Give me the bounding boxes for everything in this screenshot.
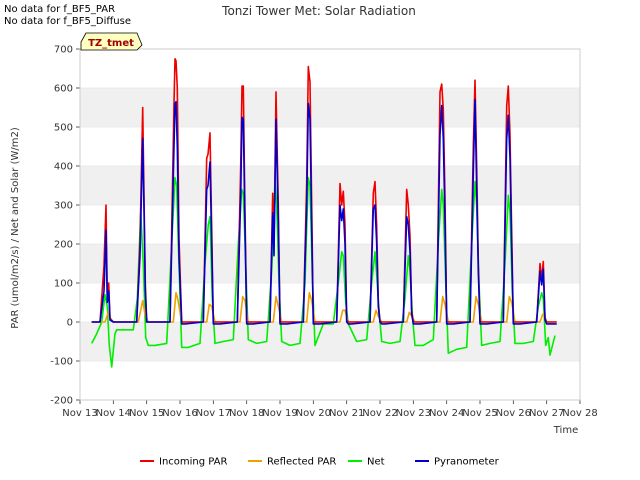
y-axis-ticks: -200 -100 0 100 200 300 400 500 600 700 [50,45,80,407]
series-layer [90,57,557,368]
tag-shape [80,32,143,51]
x-tick-label: Nov 28 [562,408,597,419]
y-tick-label: 400 [54,162,73,173]
y-tick-label: 700 [54,45,73,56]
legend-label-reflected-par: Reflected PAR [267,457,336,468]
x-tick-label: Nov 23 [396,408,431,419]
tag-label: TZ_tmet [88,38,134,49]
y-tick-label: 600 [54,84,73,95]
y-tick-label: 200 [54,240,73,251]
x-tick-label: Nov 20 [296,408,331,419]
x-tick-label: Nov 18 [229,408,264,419]
grid-bands [80,48,580,401]
plot-frame [79,48,581,401]
grid-band [80,361,580,400]
y-tick-label: 300 [54,201,73,212]
y-tick-label: -100 [50,357,73,368]
grid-band [80,127,580,166]
grid-band [80,88,580,127]
x-tick-label: Nov 15 [129,408,164,419]
x-axis-label: Time [553,425,578,436]
x-tick-label: Nov 26 [496,408,531,419]
no-data-note-diffuse: No data for f_BF5_Diffuse [4,16,131,27]
grid-band [80,244,580,283]
legend: Incoming PAR Reflected PAR Net Pyranometer [140,457,500,468]
grid-band [80,205,580,244]
x-tick-label: Nov 25 [462,408,497,419]
x-tick-label: Nov 17 [196,408,231,419]
series-line-pyranometer [91,98,557,325]
grid-band [80,49,580,88]
legend-label-pyranometer: Pyranometer [434,457,500,468]
chart-title: Tonzi Tower Met: Solar Radiation [221,4,416,18]
grid-band [80,166,580,205]
legend-label-net: Net [367,457,385,468]
x-tick-label: Nov 24 [429,408,464,419]
x-tick-label: Nov 13 [62,408,97,419]
x-tick-label: Nov 19 [262,408,297,419]
no-data-note-par: No data for f_BF5_PAR [4,4,116,15]
legend-label-incoming-par: Incoming PAR [159,457,228,468]
tz-tmet-tag: TZ_tmet [80,32,143,51]
x-tick-label: Nov 22 [362,408,397,419]
y-axis-label: PAR (umol/m2/s) / Net and Solar (W/m2) [10,127,21,329]
y-tick-label: 0 [67,318,73,329]
x-tick-label: Nov 27 [529,408,564,419]
y-tick-label: 100 [54,279,73,290]
x-tick-label: Nov 16 [162,408,197,419]
y-tick-label: 500 [54,123,73,134]
x-tick-label: Nov 21 [329,408,364,419]
x-tick-label: Nov 14 [96,408,131,419]
y-tick-label: -200 [50,396,73,407]
grid-band [80,283,580,322]
grid-band [80,322,580,361]
